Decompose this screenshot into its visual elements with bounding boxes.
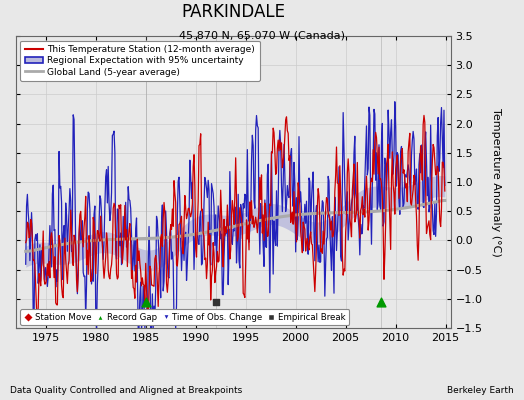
Legend: Station Move, Record Gap, Time of Obs. Change, Empirical Break: Station Move, Record Gap, Time of Obs. C… [20, 309, 349, 325]
Text: 45.870 N, 65.070 W (Canada): 45.870 N, 65.070 W (Canada) [179, 30, 345, 40]
Point [212, 298, 220, 305]
Title: PARKINDALE: PARKINDALE [181, 2, 285, 20]
Text: Berkeley Earth: Berkeley Earth [447, 386, 514, 395]
Point [376, 298, 385, 305]
Point [141, 298, 150, 305]
Text: Data Quality Controlled and Aligned at Breakpoints: Data Quality Controlled and Aligned at B… [10, 386, 243, 395]
Y-axis label: Temperature Anomaly (°C): Temperature Anomaly (°C) [491, 108, 501, 256]
